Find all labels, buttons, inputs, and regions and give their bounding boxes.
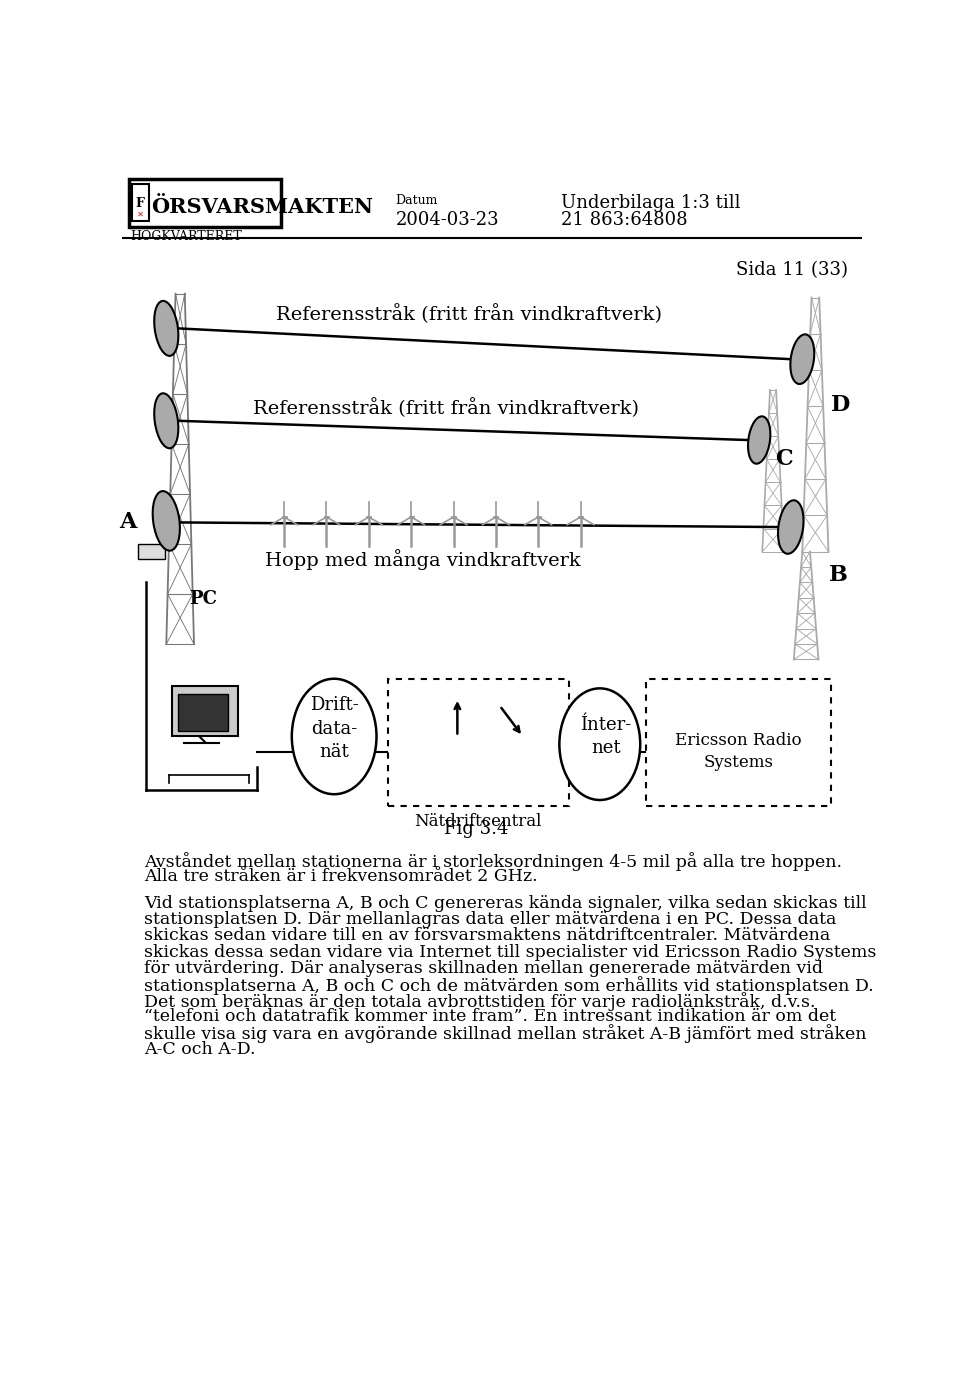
Text: skulle visa sig vara en avgörande skillnad mellan stråket A-B jämfört med stråke: skulle visa sig vara en avgörande skilln… bbox=[144, 1025, 867, 1043]
Bar bbox=[480, 724, 513, 749]
Text: Ínter-
net: Ínter- net bbox=[581, 715, 632, 757]
Bar bbox=[173, 686, 238, 736]
Text: 21 863:64808: 21 863:64808 bbox=[562, 211, 688, 229]
Text: ÖRSVARSMAKTEN: ÖRSVARSMAKTEN bbox=[151, 197, 373, 218]
Bar bbox=[484, 757, 512, 779]
Text: för utvärdering. Där analyseras skillnaden mellan genererade mätvärden vid: för utvärdering. Där analyseras skillnad… bbox=[144, 960, 823, 976]
Bar bbox=[129, 179, 281, 226]
Text: “telefoni och datatrafik kommer inte fram”. En intressant indikation är om det: “telefoni och datatrafik kommer inte fra… bbox=[144, 1008, 836, 1025]
Text: D: D bbox=[830, 394, 850, 417]
Text: B: B bbox=[829, 564, 848, 586]
Text: Nätdriftcentral: Nätdriftcentral bbox=[415, 814, 541, 831]
Ellipse shape bbox=[153, 492, 180, 550]
Text: skickas sedan vidare till en av försvarsmaktens nätdriftcentraler. Mätvärdena: skickas sedan vidare till en av försvars… bbox=[144, 928, 830, 945]
Text: PC: PC bbox=[189, 590, 217, 608]
Text: Ericsson Radio
Systems: Ericsson Radio Systems bbox=[675, 732, 802, 771]
Text: Drift-
data-
nät: Drift- data- nät bbox=[310, 696, 358, 761]
Text: stationsplatsen D. Där mellanlagras data eller mätvärdena i en PC. Dessa data: stationsplatsen D. Där mellanlagras data… bbox=[144, 911, 836, 928]
Ellipse shape bbox=[155, 393, 179, 449]
Bar bbox=[138, 544, 165, 560]
Text: stationsplatserna A, B och C och de mätvärden som erhållits vid stationsplatsen : stationsplatserna A, B och C och de mätv… bbox=[144, 976, 874, 995]
Bar bbox=[388, 679, 569, 806]
Text: Referensstråk (fritt från vindkraftverk): Referensstråk (fritt från vindkraftverk) bbox=[276, 304, 661, 325]
Text: F: F bbox=[135, 197, 145, 210]
Bar bbox=[476, 717, 519, 751]
Text: Avståndet mellan stationerna är i storleksordningen 4-5 mil på alla tre hoppen.: Avståndet mellan stationerna är i storle… bbox=[144, 851, 842, 871]
Text: A: A bbox=[119, 511, 136, 533]
Bar bbox=[132, 183, 149, 221]
Ellipse shape bbox=[790, 335, 814, 383]
Ellipse shape bbox=[748, 417, 770, 464]
Text: Vid stationsplatserna A, B och C genereras kända signaler, vilka sedan skickas t: Vid stationsplatserna A, B och C generer… bbox=[144, 895, 867, 913]
Bar bbox=[178, 694, 228, 731]
Bar bbox=[646, 679, 830, 806]
Text: ✕: ✕ bbox=[136, 210, 144, 219]
Text: Hopp med många vindkraftverk: Hopp med många vindkraftverk bbox=[265, 549, 581, 569]
Ellipse shape bbox=[560, 689, 640, 800]
Text: Fig 3.4: Fig 3.4 bbox=[444, 820, 509, 838]
Text: Alla tre stråken är i frekvensområdet 2 GHz.: Alla tre stråken är i frekvensområdet 2 … bbox=[144, 868, 538, 885]
Text: Sida 11 (33): Sida 11 (33) bbox=[735, 261, 848, 279]
Text: Underbilaga 1:3 till: Underbilaga 1:3 till bbox=[562, 193, 741, 211]
Ellipse shape bbox=[292, 679, 376, 795]
Text: 2004-03-23: 2004-03-23 bbox=[396, 211, 499, 229]
Ellipse shape bbox=[778, 500, 804, 554]
Text: Referensstråk (fritt från vindkraftverk): Referensstråk (fritt från vindkraftverk) bbox=[252, 397, 638, 418]
Text: C: C bbox=[776, 449, 793, 471]
Text: A-C och A-D.: A-C och A-D. bbox=[144, 1040, 255, 1057]
Text: skickas dessa sedan vidare via Internet till specialister vid Ericsson Radio Sys: skickas dessa sedan vidare via Internet … bbox=[144, 943, 876, 961]
Text: HÖGKVARTERET: HÖGKVARTERET bbox=[131, 229, 242, 243]
Text: Det som beräknas är den totala avbrottstiden för varje radiolänkstråk, d.v.s.: Det som beräknas är den totala avbrottst… bbox=[144, 992, 815, 1011]
Text: Datum: Datum bbox=[396, 193, 438, 207]
Ellipse shape bbox=[155, 301, 179, 356]
